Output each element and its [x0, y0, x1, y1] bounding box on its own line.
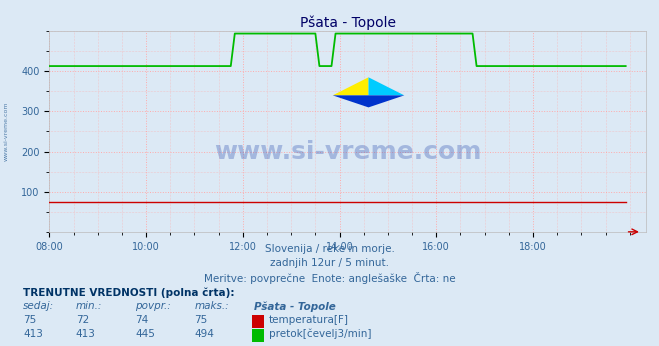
Text: 75: 75 — [23, 315, 36, 325]
Text: 494: 494 — [194, 329, 214, 339]
Text: www.si-vreme.com: www.si-vreme.com — [214, 139, 481, 164]
Text: 75: 75 — [194, 315, 208, 325]
Text: sedaj:: sedaj: — [23, 301, 54, 311]
Polygon shape — [333, 77, 368, 95]
Text: Pšata - Topole: Pšata - Topole — [254, 301, 335, 311]
Text: povpr.:: povpr.: — [135, 301, 171, 311]
Text: pretok[čevelj3/min]: pretok[čevelj3/min] — [269, 329, 372, 339]
Text: min.:: min.: — [76, 301, 102, 311]
Text: 413: 413 — [23, 329, 43, 339]
Polygon shape — [333, 95, 404, 107]
Text: 72: 72 — [76, 315, 89, 325]
Polygon shape — [368, 77, 404, 95]
Text: 413: 413 — [76, 329, 96, 339]
Text: TRENUTNE VREDNOSTI (polna črta):: TRENUTNE VREDNOSTI (polna črta): — [23, 287, 235, 298]
Text: www.si-vreme.com: www.si-vreme.com — [4, 102, 9, 161]
Text: 74: 74 — [135, 315, 148, 325]
Text: temperatura[F]: temperatura[F] — [269, 315, 349, 325]
Text: zadnjih 12ur / 5 minut.: zadnjih 12ur / 5 minut. — [270, 258, 389, 268]
Text: 445: 445 — [135, 329, 155, 339]
Text: Slovenija / reke in morje.: Slovenija / reke in morje. — [264, 244, 395, 254]
Title: Pšata - Topole: Pšata - Topole — [300, 16, 395, 30]
Text: maks.:: maks.: — [194, 301, 229, 311]
Text: Meritve: povprečne  Enote: anglešaške  Črta: ne: Meritve: povprečne Enote: anglešaške Črt… — [204, 272, 455, 284]
